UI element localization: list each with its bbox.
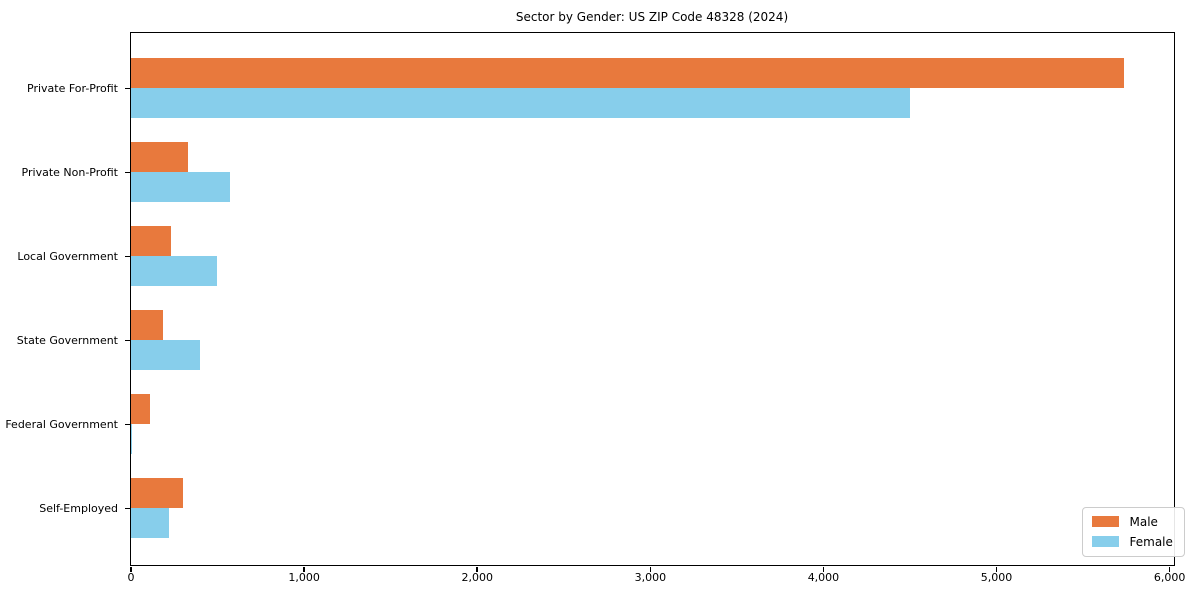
bar-male-local-government <box>130 226 172 257</box>
bar-female-federal-government <box>130 424 132 455</box>
x-tick-label: 3,000 <box>634 571 667 584</box>
legend-entry-female: Female <box>1091 534 1173 549</box>
y-tick-mark <box>124 423 130 426</box>
x-tick-mark <box>822 566 825 572</box>
legend-swatch-male-icon <box>1091 516 1119 527</box>
y-tick-mark <box>124 507 130 510</box>
bar-female-private-for-profit <box>130 88 910 119</box>
x-tick-mark <box>1168 566 1171 572</box>
y-tick-label: Local Government <box>17 249 118 263</box>
bar-female-local-government <box>130 256 218 287</box>
y-tick-label: Private For-Profit <box>27 81 118 95</box>
y-tick-mark <box>124 87 130 90</box>
x-tick-mark <box>995 566 998 572</box>
y-tick-label: Federal Government <box>5 417 118 431</box>
plot-area: Male Female <box>129 31 1185 566</box>
legend-label-female: Female <box>1129 534 1173 549</box>
legend-entry-male: Male <box>1091 514 1173 529</box>
y-tick-label: Private Non-Profit <box>21 165 118 179</box>
x-tick-mark <box>649 566 652 572</box>
y-tick-mark <box>124 171 130 174</box>
x-tick-mark <box>130 566 132 572</box>
bar-female-private-non-profit <box>130 172 231 203</box>
y-tick-label: Self-Employed <box>39 501 118 515</box>
y-tick-mark <box>124 339 130 342</box>
bar-male-state-government <box>130 310 164 341</box>
legend: Male Female <box>1081 506 1185 557</box>
y-tick-mark <box>124 255 130 258</box>
x-tick-label: 6,000 <box>1153 571 1186 584</box>
x-tick-label: 4,000 <box>807 571 840 584</box>
bar-female-self-employed <box>130 508 169 539</box>
legend-label-male: Male <box>1129 514 1158 529</box>
chart-title: Sector by Gender: US ZIP Code 48328 (202… <box>515 10 789 24</box>
x-tick-label: 5,000 <box>980 571 1013 584</box>
bar-male-private-for-profit <box>130 58 1125 89</box>
x-tick-label: 0 <box>127 571 135 584</box>
legend-swatch-female-icon <box>1091 536 1119 547</box>
bar-male-self-employed <box>130 478 184 509</box>
bar-female-state-government <box>130 340 200 371</box>
bar-male-private-non-profit <box>130 142 189 173</box>
bar-male-federal-government <box>130 394 151 425</box>
x-tick-mark <box>476 566 478 572</box>
x-tick-mark <box>303 566 305 572</box>
y-tick-label: State Government <box>16 333 118 347</box>
x-tick-label: 1,000 <box>288 571 320 584</box>
x-tick-label: 2,000 <box>461 571 493 584</box>
